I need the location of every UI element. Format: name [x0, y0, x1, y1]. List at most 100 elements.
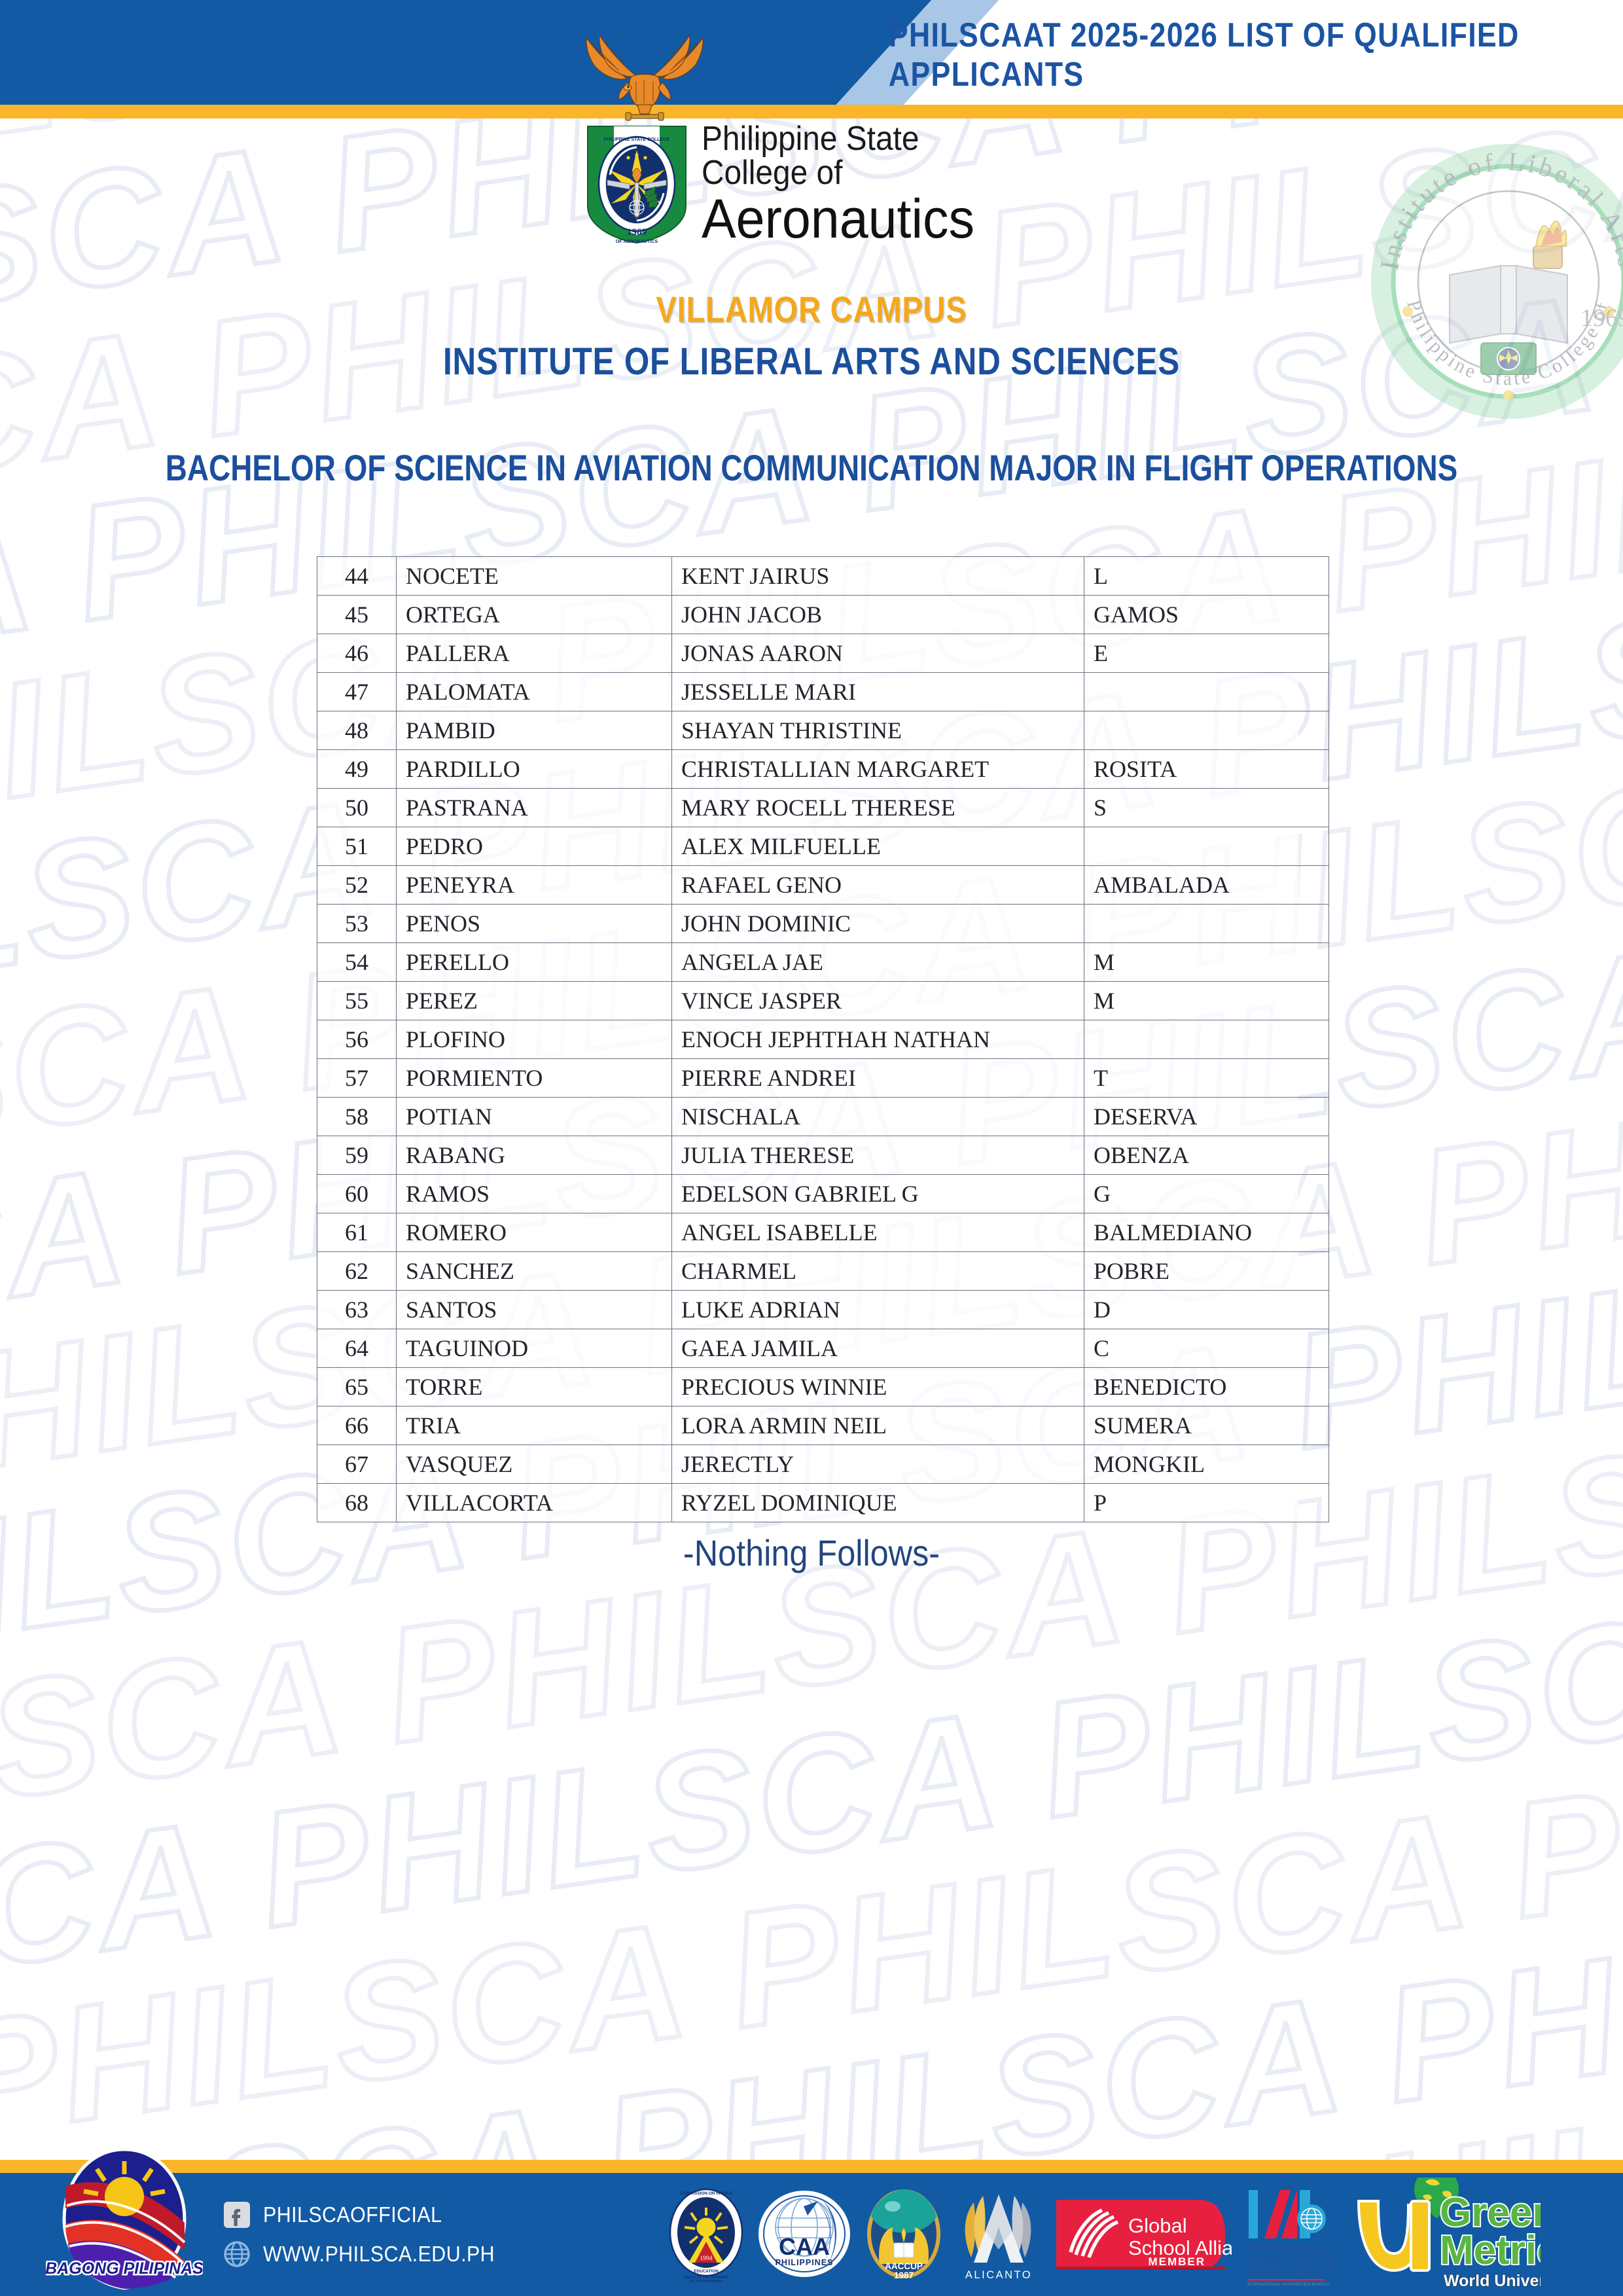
global-school-alliance-logo-icon: Global School Alliance MEMBER: [1056, 2200, 1232, 2270]
cell-first: MARY ROCELL THERESE: [671, 788, 1084, 827]
cell-first: EDELSON GABRIEL G: [671, 1174, 1084, 1213]
cell-middle: P: [1084, 1483, 1329, 1522]
cell-first: JONAS AARON: [671, 634, 1084, 673]
svg-text:World University Rankings: World University Rankings: [1444, 2272, 1541, 2290]
cell-first: JOHN JACOB: [671, 595, 1084, 634]
aaccup-logo-icon: AACCUP 1987: [867, 2189, 940, 2280]
cell-middle: DESERVA: [1084, 1097, 1329, 1136]
bagong-pilipinas-label: BAGONG PILIPINAS: [46, 2259, 203, 2278]
svg-text:UNIVERSITIES: UNIVERSITIES: [1247, 2269, 1323, 2279]
cell-last: PEREZ: [396, 981, 672, 1020]
cell-first: SHAYAN THRISTINE: [671, 711, 1084, 750]
table-row: 51 PEDRO ALEX MILFUELLE: [317, 827, 1329, 866]
cell-middle: AMBALADA: [1084, 865, 1329, 905]
table-row: 61 ROMERO ANGEL ISABELLE BALMEDIANO: [317, 1213, 1329, 1252]
institution-name-line1: Philippine State College of: [702, 120, 919, 192]
facebook-contact-row[interactable]: PHILSCAOFFICIAL: [223, 2200, 515, 2229]
facebook-handle: PHILSCAOFFICIAL: [263, 2202, 442, 2227]
cell-last: PORMIENTO: [396, 1058, 672, 1098]
cell-first: GAEA JAMILA: [671, 1329, 1084, 1368]
cell-no: 51: [317, 827, 397, 866]
globe-icon: [224, 2241, 250, 2267]
cell-last: NOCETE: [396, 556, 672, 596]
table-row: 44 NOCETE KENT JAIRUS L: [317, 556, 1329, 596]
cell-no: 58: [317, 1097, 397, 1136]
cell-first: PRECIOUS WINNIE: [671, 1367, 1084, 1407]
svg-text:PHILIPPINES: PHILIPPINES: [776, 2258, 834, 2267]
table-row: 64 TAGUINOD GAEA JAMILA C: [317, 1329, 1329, 1368]
program-title: BACHELOR OF SCIENCE IN AVIATION COMMUNIC…: [165, 447, 1458, 488]
document-headings: VILLAMOR CAMPUS INSTITUTE OF LIBERAL ART…: [0, 288, 1623, 489]
cell-no: 60: [317, 1174, 397, 1213]
cell-middle: [1084, 672, 1329, 711]
website-contact-row[interactable]: WWW.PHILSCA.EDU.PH: [223, 2240, 515, 2269]
cell-no: 47: [317, 672, 397, 711]
cell-first: LUKE ADRIAN: [671, 1290, 1084, 1329]
cell-no: 46: [317, 634, 397, 673]
svg-text:PHILIPPINE STATE COLLEGE: PHILIPPINE STATE COLLEGE: [603, 136, 669, 142]
cell-no: 54: [317, 942, 397, 982]
cell-no: 59: [317, 1136, 397, 1175]
table-row: 62 SANCHEZ CHARMEL POBRE: [317, 1251, 1329, 1291]
top-banner: PHILSCAAT 2025-2026 LIST OF QUALIFIED AP…: [0, 0, 1623, 118]
eagle-mascot-icon: [586, 34, 704, 121]
page-title: PHILSCAAT 2025-2026 LIST OF QUALIFIED AP…: [888, 16, 1520, 94]
institution-logo-block: 1969 PHILIPPINE STATE COLLEGE OF AERONAU…: [582, 119, 1054, 250]
cell-no: 49: [317, 749, 397, 789]
table-row: 47 PALOMATA JESSELLE MARI: [317, 672, 1329, 711]
cell-last: TAGUINOD: [396, 1329, 672, 1368]
end-of-list-note: -Nothing Follows-: [683, 1532, 940, 1573]
cell-last: PALOMATA: [396, 672, 672, 711]
caa-logo-icon: CAA PHILIPPINES: [758, 2191, 850, 2277]
ched-logo-icon: 1994 COMMISSION ON HIGHER EDUCATION OFFI…: [669, 2188, 743, 2284]
cell-last: PENEYRA: [396, 865, 672, 905]
institution-name-line2: Aeronautics: [702, 188, 974, 250]
cell-first: VINCE JASPER: [671, 981, 1084, 1020]
alicanto-logo-icon: ALICANTO: [965, 2195, 1031, 2281]
cell-no: 55: [317, 981, 397, 1020]
cell-no: 56: [317, 1020, 397, 1059]
cell-middle: [1084, 711, 1329, 750]
cell-middle: [1084, 827, 1329, 866]
table-row: 46 PALLERA JONAS AARON E: [317, 634, 1329, 673]
cell-middle: E: [1084, 634, 1329, 673]
cell-middle: S: [1084, 788, 1329, 827]
cell-last: PARDILLO: [396, 749, 672, 789]
cell-last: POTIAN: [396, 1097, 672, 1136]
cell-first: NISCHALA: [671, 1097, 1084, 1136]
cell-no: 63: [317, 1290, 397, 1329]
table-row: 53 PENOS JOHN DOMINIC: [317, 904, 1329, 943]
table-row: 48 PAMBID SHAYAN THRISTINE: [317, 711, 1329, 750]
bagong-pilipinas-logo-icon: BAGONG PILIPINAS: [46, 2147, 203, 2290]
cell-no: 65: [317, 1367, 397, 1407]
cell-first: CHARMEL: [671, 1251, 1084, 1291]
cell-last: SANCHEZ: [396, 1251, 672, 1291]
cell-last: ORTEGA: [396, 595, 672, 634]
cell-first: JESSELLE MARI: [671, 672, 1084, 711]
table-row: 58 POTIAN NISCHALA DESERVA: [317, 1097, 1329, 1136]
cell-first: ANGELA JAE: [671, 942, 1084, 982]
cell-first: ANGEL ISABELLE: [671, 1213, 1084, 1252]
cell-no: 68: [317, 1483, 397, 1522]
page-footer: BAGONG PILIPINAS PHILSCAOFFICIAL WWW.PHI…: [0, 2147, 1623, 2296]
cell-first: RAFAEL GENO: [671, 865, 1084, 905]
applicants-table: 44 NOCETE KENT JAIRUS L 45 ORTEGA JOHN JACOB GA…: [317, 556, 1329, 1522]
cell-first: PIERRE ANDREI: [671, 1058, 1084, 1098]
cell-first: LORA ARMIN NEIL: [671, 1406, 1084, 1445]
philsca-seal-icon: 1969 PHILIPPINE STATE COLLEGE OF AERONAU…: [587, 126, 687, 244]
ui-greenmetric-logo-icon: Green Metric World University Rankings: [1357, 2178, 1541, 2290]
svg-text:COMMISSION ON HIGHER: COMMISSION ON HIGHER: [680, 2191, 732, 2196]
cell-middle: MONGKIL: [1084, 1444, 1329, 1484]
svg-text:OFFICE OF THE PRESIDENT: OFFICE OF THE PRESIDENT: [684, 2276, 728, 2280]
svg-text:CAA: CAA: [779, 2233, 830, 2260]
svg-text:OF THE PHILIPPINES: OF THE PHILIPPINES: [690, 2280, 724, 2284]
applicants-table-wrapper: 44 NOCETE KENT JAIRUS L 45 ORTEGA JOHN JACOB GA…: [317, 556, 1329, 1522]
cell-last: VASQUEZ: [396, 1444, 672, 1484]
cell-last: PEDRO: [396, 827, 672, 866]
facebook-icon: [224, 2202, 250, 2228]
cell-no: 48: [317, 711, 397, 750]
applicants-table-body: 44 NOCETE KENT JAIRUS L 45 ORTEGA JOHN JACOB GA…: [317, 556, 1329, 1522]
svg-text:EDUCATION: EDUCATION: [694, 2269, 719, 2274]
cell-middle: L: [1084, 556, 1329, 596]
